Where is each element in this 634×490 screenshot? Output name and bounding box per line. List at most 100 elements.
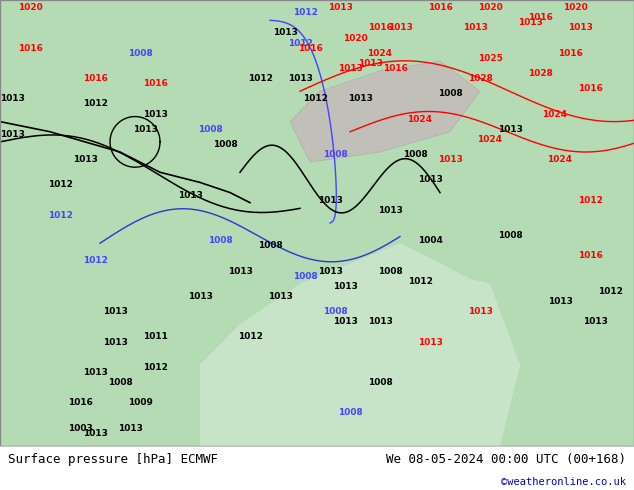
Text: 1003: 1003 [68, 424, 93, 433]
Text: 1013: 1013 [548, 297, 573, 306]
Text: 1008: 1008 [207, 236, 233, 245]
Polygon shape [390, 273, 520, 446]
Text: 1008: 1008 [198, 125, 223, 134]
Text: 1013: 1013 [368, 318, 392, 326]
Text: 1013: 1013 [328, 3, 353, 12]
Text: 1013: 1013 [347, 95, 372, 103]
Text: 1016: 1016 [68, 398, 93, 407]
Text: 1013: 1013 [268, 292, 292, 301]
Polygon shape [290, 61, 480, 162]
Text: 1013: 1013 [333, 318, 358, 326]
Text: We 08-05-2024 00:00 UTC (00+168): We 08-05-2024 00:00 UTC (00+168) [386, 453, 626, 466]
Text: 1016: 1016 [578, 84, 602, 93]
Text: 1013: 1013 [143, 110, 167, 119]
Text: 1012: 1012 [302, 95, 327, 103]
Text: 1008: 1008 [293, 271, 318, 281]
Text: 1016: 1016 [297, 44, 323, 52]
Text: 1013: 1013 [333, 282, 358, 291]
Text: 1013: 1013 [103, 307, 127, 316]
Text: 1008: 1008 [498, 231, 522, 240]
Text: 1012: 1012 [288, 39, 313, 48]
Text: 1016: 1016 [387, 0, 413, 2]
Text: 1013: 1013 [437, 155, 462, 164]
Text: 1020: 1020 [18, 3, 42, 12]
Text: 1025: 1025 [477, 54, 502, 63]
Text: 1013: 1013 [567, 24, 592, 32]
Text: 1016: 1016 [18, 44, 42, 52]
Text: 1013: 1013 [467, 307, 493, 316]
Text: 1013: 1013 [133, 125, 157, 134]
Text: 1013: 1013 [358, 59, 382, 68]
Text: 1016: 1016 [578, 251, 602, 260]
Text: 1009: 1009 [127, 398, 152, 407]
Text: 1011: 1011 [143, 333, 167, 342]
Text: 1008: 1008 [338, 409, 363, 417]
Text: 1024: 1024 [543, 110, 567, 119]
Text: 1016: 1016 [427, 3, 453, 12]
Text: 1012: 1012 [292, 8, 318, 17]
Text: 1013: 1013 [418, 338, 443, 346]
Text: 1013: 1013 [387, 24, 413, 32]
Text: 1012: 1012 [48, 211, 72, 220]
Text: 1013: 1013 [498, 125, 522, 134]
Text: 1016: 1016 [557, 49, 583, 58]
Text: 1024: 1024 [477, 135, 503, 144]
Text: 1013: 1013 [72, 155, 98, 164]
Text: 1020: 1020 [562, 3, 587, 12]
Text: 1013: 1013 [228, 267, 252, 275]
Text: 1012: 1012 [82, 256, 107, 266]
Text: 1013: 1013 [82, 429, 107, 438]
Text: 1012: 1012 [598, 287, 623, 296]
Polygon shape [200, 243, 520, 446]
Text: 1012: 1012 [143, 363, 167, 372]
Text: 1013: 1013 [318, 267, 342, 275]
Text: 1024: 1024 [548, 155, 573, 164]
Text: 1004: 1004 [418, 236, 443, 245]
Text: 1008: 1008 [437, 89, 462, 98]
Text: 1008: 1008 [212, 140, 237, 149]
Text: 1013: 1013 [82, 368, 107, 377]
Text: 1013: 1013 [583, 318, 607, 326]
Text: Surface pressure [hPa] ECMWF: Surface pressure [hPa] ECMWF [8, 453, 218, 466]
Text: 1012: 1012 [247, 74, 273, 83]
Text: 1013: 1013 [188, 292, 212, 301]
Text: 1008: 1008 [323, 150, 347, 159]
Text: 1013: 1013 [0, 130, 25, 139]
Text: 1013: 1013 [517, 18, 543, 27]
Text: 1013: 1013 [117, 424, 143, 433]
Text: 1020: 1020 [567, 0, 592, 2]
Text: 1013: 1013 [0, 95, 25, 103]
Text: 1028: 1028 [467, 74, 493, 83]
Text: 1013: 1013 [418, 175, 443, 184]
Text: 1012: 1012 [82, 99, 107, 108]
Text: 1024: 1024 [368, 49, 392, 58]
Text: 1013: 1013 [273, 28, 297, 37]
Polygon shape [200, 294, 360, 446]
Text: 1016: 1016 [527, 13, 552, 22]
Text: 1016: 1016 [82, 74, 107, 83]
Text: 1008: 1008 [127, 49, 152, 58]
Text: 1012: 1012 [48, 180, 72, 190]
Text: 1012: 1012 [408, 277, 432, 286]
Text: 1016: 1016 [143, 79, 167, 88]
Text: 1020: 1020 [477, 3, 502, 12]
Text: 1008: 1008 [257, 241, 282, 250]
Text: 1020: 1020 [342, 33, 367, 43]
Text: 1024: 1024 [408, 115, 432, 123]
Text: 1013: 1013 [288, 74, 313, 83]
Text: 1012: 1012 [238, 333, 262, 342]
Text: 1013: 1013 [337, 64, 363, 73]
Text: 1008: 1008 [368, 378, 392, 387]
Text: 1008: 1008 [323, 307, 347, 316]
Text: 1013: 1013 [378, 206, 403, 215]
Text: 1008: 1008 [403, 150, 427, 159]
Text: 1008: 1008 [108, 378, 133, 387]
Text: 1016: 1016 [368, 24, 392, 32]
Text: ©weatheronline.co.uk: ©weatheronline.co.uk [501, 477, 626, 487]
Text: 1013: 1013 [463, 24, 488, 32]
Text: 1013: 1013 [103, 338, 127, 346]
Text: 1016: 1016 [382, 64, 408, 73]
Text: 1008: 1008 [378, 267, 403, 275]
Text: 1012: 1012 [578, 196, 602, 205]
Text: 1013: 1013 [178, 191, 202, 199]
